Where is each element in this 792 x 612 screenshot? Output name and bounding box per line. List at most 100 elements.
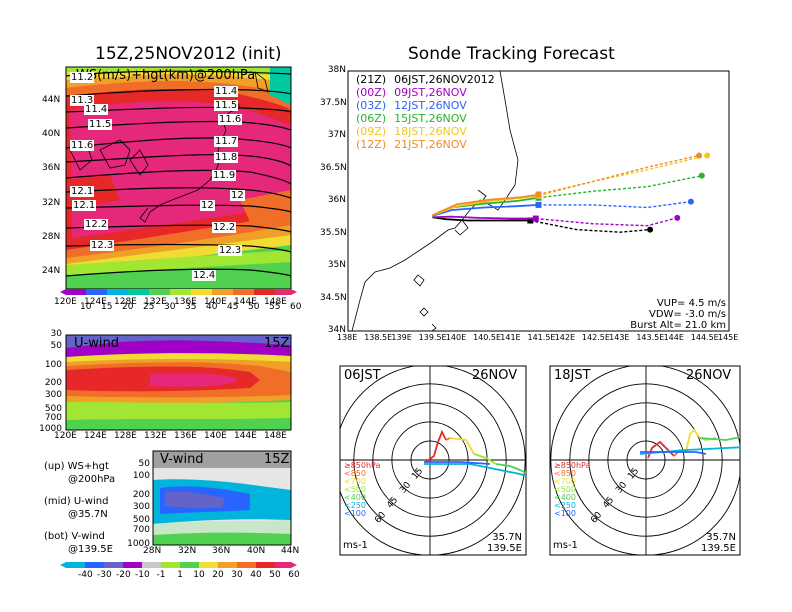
contour-label: 12.4 bbox=[192, 270, 217, 281]
map-y-tick: 40N bbox=[42, 129, 61, 140]
contour-label: 11.6 bbox=[70, 140, 95, 151]
map-x-tick: 136E bbox=[174, 297, 197, 307]
v-colorbar-tick: -1 bbox=[156, 570, 166, 580]
contour-label: 11.3 bbox=[70, 95, 95, 106]
legend-code: (00Z) bbox=[356, 86, 387, 99]
track-21JST bbox=[431, 193, 539, 217]
map-x-tick: 120E bbox=[54, 297, 77, 307]
track-x-tick: 140.5E bbox=[473, 333, 502, 342]
track-09JST bbox=[432, 215, 536, 220]
vup-text: VUP= 4.5 m/s bbox=[656, 298, 726, 309]
u-x-tick: 124E bbox=[84, 431, 107, 441]
hodo1-unit: ms-1 bbox=[343, 540, 368, 551]
landing-marker bbox=[704, 152, 711, 159]
hodo-legend-entry: <100 bbox=[554, 509, 576, 518]
burst-marker bbox=[535, 191, 542, 198]
vdw-text: VDW= -3.0 m/s bbox=[649, 309, 726, 320]
track-x-tick: 143E bbox=[609, 333, 630, 342]
hodo-legend-entry: <700 bbox=[344, 477, 366, 486]
v-wind-time: 15Z bbox=[264, 452, 290, 467]
legend-code: (21Z) bbox=[356, 73, 387, 86]
v-y-tick: 300 bbox=[132, 502, 150, 512]
v-y-tick: 200 bbox=[132, 490, 150, 500]
ws-colorbar-tick: 10 bbox=[80, 302, 92, 312]
hodo-curve bbox=[449, 437, 475, 455]
side-mid-a: (mid) U-wind bbox=[44, 496, 109, 507]
legend-code: (03Z) bbox=[356, 99, 387, 112]
legend-code: (12Z) bbox=[356, 138, 387, 151]
contour-label: 12.3 bbox=[90, 240, 115, 251]
u-x-tick: 144E bbox=[234, 431, 257, 441]
track-y-tick: 34.5N bbox=[320, 292, 347, 303]
legend-entry: (06Z) 15JST,26NOV bbox=[356, 112, 495, 125]
map-x-tick: 128E bbox=[114, 297, 137, 307]
u-y-tick: 500 bbox=[44, 404, 62, 414]
hodo-legend-entry: <500 bbox=[554, 485, 576, 494]
legend-code: (06Z) bbox=[356, 112, 387, 125]
track-lines bbox=[431, 152, 711, 233]
map-x-tick: 124E bbox=[84, 297, 107, 307]
burst-marker bbox=[532, 215, 539, 222]
v-colorbar-tick: -40 bbox=[78, 570, 93, 580]
track-y-tick: 35N bbox=[327, 260, 346, 270]
u-x-tick: 136E bbox=[174, 431, 197, 441]
track-12JST bbox=[432, 204, 539, 217]
legend-entry: (03Z) 12JST,26NOV bbox=[356, 99, 495, 112]
contour-label: 11.9 bbox=[212, 170, 237, 181]
track-legend: (21Z) 06JST,26NOV2012 (00Z) 09JST,26NOV (03Z… bbox=[356, 73, 495, 151]
hodo-curve bbox=[424, 461, 491, 465]
v-y-tick: 100 bbox=[132, 471, 150, 481]
contour-label: 12.1 bbox=[70, 186, 95, 197]
landing-marker bbox=[647, 226, 654, 233]
track-y-tick: 36N bbox=[327, 195, 346, 205]
ws-colorbar-tick: 35 bbox=[185, 302, 197, 312]
map-y-tick: 32N bbox=[42, 197, 61, 208]
v-wind-field bbox=[153, 451, 291, 545]
contour-label: 12.3 bbox=[218, 245, 243, 256]
landing-marker bbox=[674, 214, 681, 221]
legend-code: (09Z) bbox=[356, 125, 387, 138]
track-x-tick: 138.5E bbox=[364, 333, 393, 342]
landing-marker bbox=[687, 198, 694, 205]
v-y-tick: 1000 bbox=[127, 539, 150, 549]
hodo1-location: 35.7N 139.5E bbox=[487, 532, 522, 554]
v-colorbar-tick: 60 bbox=[288, 570, 300, 580]
track-y-tick: 35.5N bbox=[320, 227, 347, 238]
legend-label: 21JST,26NOV bbox=[394, 138, 467, 151]
hodo1-legend: ≥850hPa <850 <700 <500 <400 <250 <100 bbox=[344, 462, 380, 518]
burst-marker bbox=[527, 217, 534, 224]
hodo2-frame bbox=[549, 365, 741, 556]
track-y-tick: 38N bbox=[327, 65, 346, 75]
track-coastline bbox=[351, 71, 519, 331]
map-y-tick: 36N bbox=[42, 163, 61, 174]
map-x-tick: 148E bbox=[264, 297, 287, 307]
hodo2-time: 18JST bbox=[554, 368, 591, 383]
hodo-curve bbox=[495, 463, 526, 475]
hodo1-lat: 35.7N bbox=[492, 532, 522, 543]
ws-colorbar-tick: 50 bbox=[248, 302, 260, 312]
u-y-tick: 1000 bbox=[39, 424, 62, 434]
track-y-tick: 37.5N bbox=[320, 97, 347, 108]
v-x-tick: 40N bbox=[247, 546, 266, 556]
ws-colorbar bbox=[60, 289, 297, 295]
v-x-tick: 32N bbox=[178, 546, 197, 556]
track-x-tick: 142E bbox=[554, 333, 576, 342]
hodo1-plot bbox=[340, 366, 526, 555]
v-y-tick: 500 bbox=[132, 515, 150, 525]
contour-label: 12.2 bbox=[212, 222, 237, 233]
track-x-tick: 143.5E bbox=[636, 333, 665, 342]
side-mid-b: @35.7N bbox=[68, 509, 108, 520]
v-colorbar-tick: 20 bbox=[212, 570, 224, 580]
map-y-tick: 24N bbox=[42, 265, 61, 276]
hodo-legend-entry: <500 bbox=[344, 485, 366, 494]
burst-marker bbox=[535, 201, 542, 208]
contour-label: 11.6 bbox=[218, 114, 243, 125]
hodo1-date: 26NOV bbox=[472, 368, 518, 383]
hodo-curve bbox=[685, 428, 701, 453]
hodo-curve bbox=[473, 453, 497, 465]
right-title: Sonde Tracking Forecast bbox=[408, 44, 615, 64]
hodo1-lon: 139.5E bbox=[487, 543, 522, 554]
u-y-tick: 50 bbox=[50, 341, 62, 351]
sonde-info: VUP= 4.5 m/s VDW= -3.0 m/s Burst Alt= 21… bbox=[610, 298, 726, 331]
side-up-b: @200hPa bbox=[68, 474, 116, 485]
